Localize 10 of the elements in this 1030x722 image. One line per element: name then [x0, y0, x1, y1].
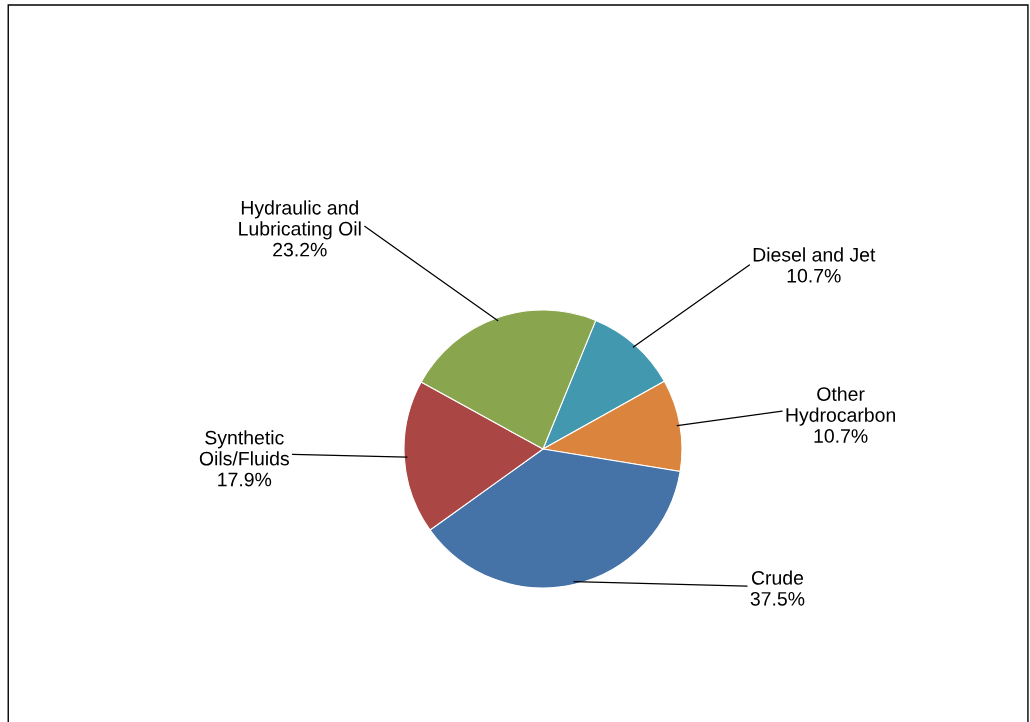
- slice-label: Other Hydrocarbon: [786, 386, 896, 426]
- data-label: 17.9%: [218, 472, 272, 487]
- slice-label: Synthetic Oils/Fluids: [199, 430, 289, 466]
- data-label: 37.5%: [750, 591, 805, 606]
- data-label: 10.7%: [814, 429, 868, 443]
- slice-label: Hydraulic and Lubricating Oil: [239, 200, 361, 240]
- data-label: 23.2%: [273, 242, 327, 257]
- data-label: 10.7%: [787, 268, 841, 283]
- slice-label: Diesel and Jet: [753, 247, 876, 262]
- slice-label: Crude: [751, 570, 804, 585]
